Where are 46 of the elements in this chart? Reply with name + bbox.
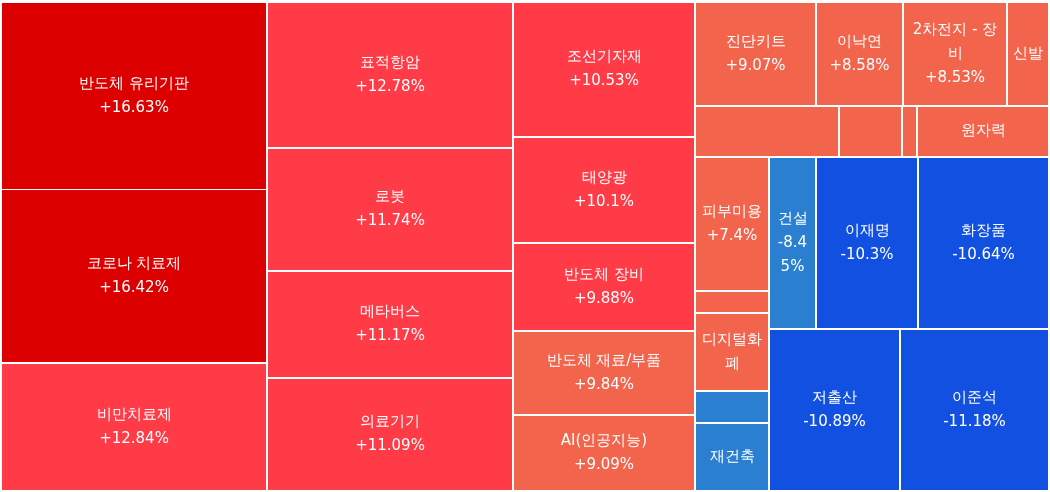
category-label: 반도체 장비	[564, 264, 644, 283]
data-label: +12.78%	[355, 76, 425, 95]
category-label: 저출산	[812, 387, 857, 406]
data-label: +8.53%	[924, 67, 986, 86]
category-label: 원자력	[960, 121, 1006, 140]
category-label: 표적항암	[360, 52, 420, 71]
category-label: 이준석	[952, 387, 997, 406]
data-label: +16.63%	[99, 97, 169, 116]
data-label: +12.84%	[99, 428, 169, 447]
data-label: +8.58%	[829, 55, 890, 74]
data-label: +11.17%	[355, 326, 425, 345]
data-label: -11.18%	[943, 411, 1006, 430]
category-label: 이재명	[844, 220, 890, 239]
category-label: 코로나 치료제	[86, 253, 182, 272]
data-label: -10.3%	[840, 244, 894, 263]
category-label: 조선기자재	[566, 47, 642, 66]
data-label: -10.89%	[803, 411, 866, 430]
category-label: 피부미용	[702, 201, 762, 220]
category-label: 비만치료제	[96, 404, 172, 423]
data-label: +9.84%	[573, 374, 635, 393]
category-label: 진단키트	[725, 31, 786, 50]
category-label: 재건축	[709, 446, 755, 465]
category-label: 의료기기	[360, 412, 420, 431]
data-label: +10.1%	[573, 191, 635, 210]
category-label: 디지털화폐	[702, 329, 762, 372]
category-label: 화장품	[961, 220, 1006, 239]
data-label: +16.42%	[99, 277, 169, 296]
data-label: -8.45%	[777, 232, 808, 275]
category-label: 이낙연	[837, 31, 882, 50]
category-label: 태양광	[581, 167, 627, 186]
category-label: 신발	[1013, 43, 1043, 62]
data-label: +9.88%	[573, 288, 635, 307]
data-label: -10.64%	[952, 244, 1015, 263]
data-label: +7.4%	[706, 225, 758, 244]
category-label: 2차전지 - 장비	[912, 19, 998, 62]
category-label: 메타버스	[360, 302, 420, 321]
category-label: 로봇	[375, 187, 405, 206]
data-label: +9.07%	[725, 55, 786, 74]
data-label: +11.74%	[355, 211, 425, 230]
category-label: 반도체 재료/부품	[546, 350, 662, 369]
category-label: 반도체 유리기판	[79, 73, 189, 92]
data-label: +9.09%	[573, 454, 635, 473]
category-label: 건설	[777, 208, 808, 227]
data-label: +10.53%	[569, 71, 639, 90]
category-label: AI(인공지능)	[560, 430, 648, 449]
data-label: +11.09%	[355, 436, 425, 455]
